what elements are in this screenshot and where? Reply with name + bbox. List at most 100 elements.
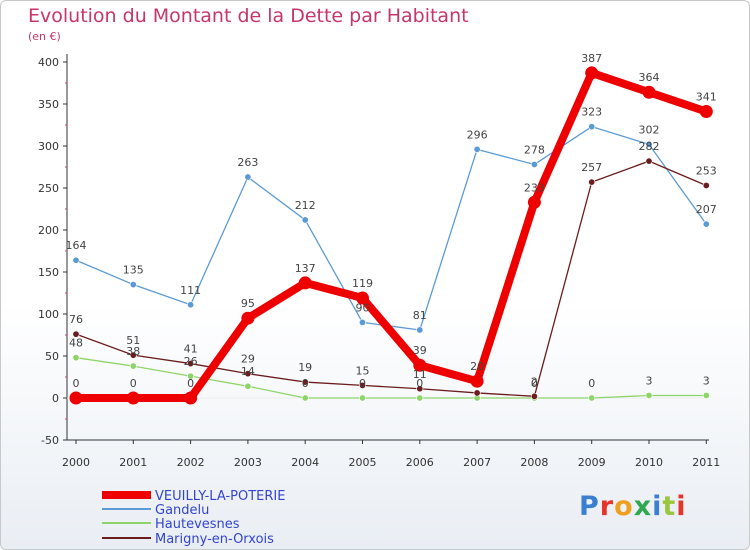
data-label: 164 bbox=[66, 239, 87, 252]
data-label: 3 bbox=[646, 374, 653, 387]
data-label: 41 bbox=[184, 343, 198, 356]
data-point bbox=[588, 394, 596, 402]
x-tick-label: 2004 bbox=[291, 456, 319, 469]
logo-letter: P bbox=[579, 491, 600, 522]
y-tick-label: 250 bbox=[38, 182, 59, 195]
data-point bbox=[301, 394, 309, 402]
data-point bbox=[298, 276, 312, 290]
data-point bbox=[356, 291, 369, 305]
x-tick-label: 2010 bbox=[635, 456, 663, 469]
data-label: 263 bbox=[237, 156, 258, 169]
data-point bbox=[358, 381, 366, 389]
data-label: 111 bbox=[180, 284, 201, 297]
data-point bbox=[530, 392, 538, 400]
data-point bbox=[416, 326, 424, 334]
data-label: 137 bbox=[295, 262, 316, 275]
data-point bbox=[473, 145, 481, 153]
x-tick-label: 2011 bbox=[692, 456, 720, 469]
data-point bbox=[702, 391, 710, 399]
data-label: 11 bbox=[413, 368, 427, 381]
series-line-marigny-en-orxois bbox=[75, 160, 707, 397]
data-point bbox=[642, 85, 656, 99]
data-point bbox=[702, 220, 710, 228]
data-label: 26 bbox=[184, 355, 198, 368]
y-tick-label: 400 bbox=[38, 56, 59, 69]
data-point bbox=[187, 372, 195, 380]
data-point bbox=[301, 378, 309, 386]
legend-label: Marigny-en-Orxois bbox=[155, 532, 274, 547]
data-point bbox=[187, 360, 195, 368]
data-label: 48 bbox=[69, 337, 83, 350]
x-tick-label: 2003 bbox=[234, 456, 262, 469]
chart-subtitle: (en €) bbox=[28, 30, 61, 43]
data-label: 20 bbox=[470, 360, 484, 373]
data-label: 19 bbox=[298, 361, 312, 374]
data-label: 2 bbox=[531, 375, 538, 388]
data-label: 39 bbox=[413, 344, 427, 357]
proxiti-logo: Proxiti bbox=[579, 491, 687, 522]
data-label: 302 bbox=[639, 123, 660, 136]
data-point bbox=[702, 181, 710, 189]
data-label: 0 bbox=[73, 377, 80, 390]
data-label: 212 bbox=[295, 199, 316, 212]
data-label: 15 bbox=[356, 364, 370, 377]
logo-letter: r bbox=[599, 491, 615, 522]
data-label: 323 bbox=[581, 106, 602, 119]
logo-letter: o bbox=[614, 491, 634, 522]
data-label: 0 bbox=[302, 377, 309, 390]
legend-label: Hautevesnes bbox=[155, 517, 240, 532]
data-point bbox=[301, 216, 309, 224]
logo-letter: i bbox=[676, 491, 687, 522]
x-tick-label: 2008 bbox=[520, 456, 548, 469]
data-point bbox=[588, 178, 596, 186]
logo-letter: i bbox=[652, 491, 663, 522]
data-point bbox=[126, 391, 140, 405]
data-point bbox=[184, 391, 198, 405]
y-tick-label: 50 bbox=[45, 350, 59, 363]
data-label: 364 bbox=[639, 71, 660, 84]
data-point bbox=[358, 318, 366, 326]
y-tick-label: 200 bbox=[38, 224, 59, 237]
x-tick-label: 2005 bbox=[349, 456, 377, 469]
data-point bbox=[585, 66, 599, 80]
logo-letter: t bbox=[662, 491, 677, 522]
data-label: 296 bbox=[467, 128, 488, 141]
data-point bbox=[72, 256, 80, 264]
series-line-veuilly-la-poterie bbox=[72, 68, 711, 402]
data-point bbox=[470, 374, 484, 388]
data-label: 95 bbox=[241, 297, 255, 310]
y-tick-label: 150 bbox=[38, 266, 59, 279]
data-point bbox=[69, 391, 83, 405]
x-tick-label: 2009 bbox=[578, 456, 606, 469]
data-point bbox=[645, 391, 653, 399]
data-point bbox=[588, 123, 596, 131]
data-point bbox=[416, 394, 424, 402]
data-point bbox=[358, 394, 366, 402]
data-label: 341 bbox=[696, 91, 717, 104]
y-tick-label: 350 bbox=[38, 98, 59, 111]
data-label: 387 bbox=[581, 52, 602, 65]
data-label: 0 bbox=[187, 377, 194, 390]
data-point bbox=[244, 173, 252, 181]
data-point bbox=[413, 358, 427, 372]
data-point bbox=[473, 389, 481, 397]
data-point bbox=[129, 362, 137, 370]
data-label: 0 bbox=[130, 377, 137, 390]
x-tick-label: 2000 bbox=[62, 456, 90, 469]
legend-label: VEUILLY-LA-POTERIE bbox=[155, 489, 285, 504]
data-label: 76 bbox=[69, 313, 83, 326]
data-point bbox=[72, 330, 80, 338]
data-label: 29 bbox=[241, 353, 255, 366]
data-label: 90 bbox=[356, 301, 370, 314]
data-label: 0 bbox=[416, 377, 423, 390]
series-line-hautevesnes bbox=[75, 357, 707, 399]
y-tick-label: 300 bbox=[38, 140, 59, 153]
data-point bbox=[416, 385, 424, 393]
data-point bbox=[72, 354, 80, 362]
data-label: 135 bbox=[123, 264, 144, 277]
x-tick-label: 2001 bbox=[119, 456, 147, 469]
data-label: 278 bbox=[524, 143, 545, 156]
data-label: 38 bbox=[126, 345, 140, 358]
